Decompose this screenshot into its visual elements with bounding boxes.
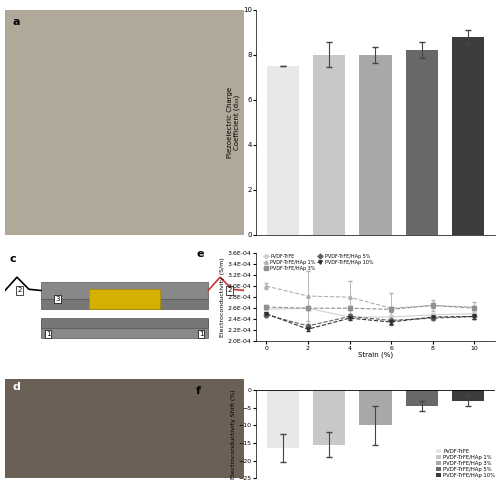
Bar: [313, 390, 346, 445]
Text: 1: 1: [46, 331, 50, 337]
Bar: [88, 289, 160, 308]
Text: 2: 2: [17, 287, 21, 293]
Text: d: d: [12, 382, 20, 392]
Text: a: a: [12, 17, 20, 26]
Bar: [360, 390, 392, 425]
Bar: [267, 66, 299, 235]
Text: 2: 2: [228, 287, 232, 293]
Bar: [41, 318, 208, 328]
Bar: [452, 390, 484, 401]
Y-axis label: Electroconductivity Shift (%): Electroconductivity Shift (%): [231, 389, 236, 479]
X-axis label: Strain (%): Strain (%): [358, 352, 393, 358]
Y-axis label: Piezoelectric Charge
Coefficient (d₃₃): Piezoelectric Charge Coefficient (d₃₃): [226, 87, 240, 158]
Y-axis label: Electroconductivity (S/m): Electroconductivity (S/m): [220, 257, 225, 337]
Bar: [406, 390, 438, 406]
Bar: [452, 37, 484, 235]
Bar: [41, 282, 208, 299]
Text: 3: 3: [56, 296, 60, 302]
Bar: [406, 50, 438, 235]
Legend: PVDF-TrFE, PVDF-TrFE/HAp 1%, PVDF-TrFE/HAp 3%, PVDF-TrFE/HAp 5%, PVDF-TrFE/HAp 1: PVDF-TrFE, PVDF-TrFE/HAp 1%, PVDF-TrFE/H…: [434, 447, 497, 480]
Text: c: c: [10, 254, 16, 264]
Bar: [313, 55, 346, 235]
Bar: [267, 390, 299, 448]
Bar: [360, 55, 392, 235]
Text: 1: 1: [199, 331, 203, 337]
Text: e: e: [196, 249, 203, 260]
Legend: PVDF-TrFE, PVDF-TrFE/HAp 1%, PVDF-TrFE/HAp 3%, PVDF-TrFE/HAp 5%, PVDF-TrFE/HAp 1: PVDF-TrFE, PVDF-TrFE/HAp 1%, PVDF-TrFE/H…: [263, 254, 373, 271]
Bar: [41, 299, 208, 308]
Text: f: f: [196, 386, 201, 396]
Bar: [41, 321, 208, 338]
